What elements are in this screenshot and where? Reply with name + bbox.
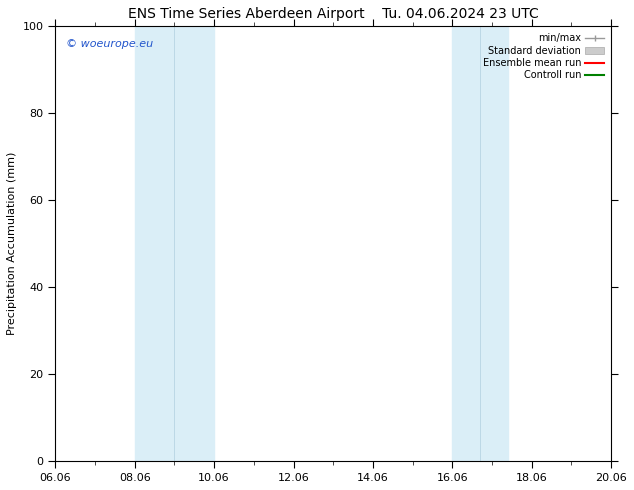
Bar [480, 26, 508, 461]
Legend: min/max, Standard deviation, Ensemble mean run, Controll run: min/max, Standard deviation, Ensemble me… [479, 29, 608, 84]
Bar [134, 26, 174, 461]
Bar [174, 26, 214, 461]
Y-axis label: Precipitation Accumulation (mm): Precipitation Accumulation (mm) [7, 152, 17, 336]
Bar [453, 26, 480, 461]
Title: ENS Time Series Aberdeen Airport    Tu. 04.06.2024 23 UTC: ENS Time Series Aberdeen Airport Tu. 04.… [128, 7, 539, 21]
Text: © woeurope.eu: © woeurope.eu [67, 39, 153, 49]
